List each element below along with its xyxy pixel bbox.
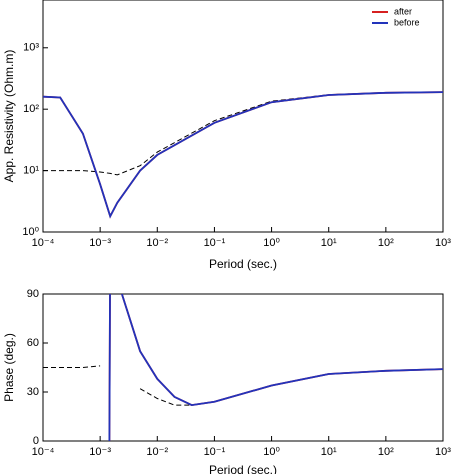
plot-frame	[42, 0, 444, 233]
dashed-line	[43, 91, 443, 176]
legend-label: after	[394, 6, 412, 16]
x-tick-label: 10⁻³	[89, 446, 111, 458]
x-tick-label: 10⁻⁴	[32, 237, 55, 249]
x-tick-label: 10³	[435, 446, 451, 458]
plot-frame	[42, 293, 444, 442]
x-tick-label: 10¹	[321, 446, 337, 458]
y-tick-label: 90	[27, 288, 39, 300]
x-axis-label: Period (sec.)	[209, 257, 277, 271]
x-tick-label: 10⁰	[263, 446, 280, 458]
x-tick-label: 10²	[378, 237, 394, 249]
x-tick-label: 10⁻¹	[204, 237, 226, 249]
x-tick-label: 10⁰	[263, 237, 280, 249]
y-axis-label: Phase (deg.)	[2, 333, 16, 402]
x-axis-label: Period (sec.)	[209, 463, 277, 474]
line	[108, 294, 443, 441]
y-tick-label: 10¹	[23, 165, 39, 177]
y-tick-label: 10²	[23, 103, 39, 115]
x-tick-label: 10¹	[321, 237, 337, 249]
y-tick-label: 30	[27, 386, 39, 398]
y-tick-label: 10³	[23, 42, 39, 54]
line	[108, 294, 443, 441]
x-tick-label: 10⁻¹	[204, 446, 226, 458]
x-tick-label: 10²	[378, 446, 394, 458]
y-axis-label: App. Resistivity (Ohm.m)	[2, 50, 16, 183]
legend-label: before	[394, 17, 420, 27]
plot-area	[43, 294, 443, 441]
x-tick-label: 10³	[435, 237, 451, 249]
x-tick-label: 10⁻⁴	[32, 446, 55, 458]
x-tick-label: 10⁻³	[89, 237, 111, 249]
plot-area	[43, 91, 443, 219]
line	[43, 91, 443, 219]
y-tick-label: 0	[33, 435, 39, 447]
x-tick-label: 10⁻²	[146, 446, 168, 458]
y-tick-label: 60	[27, 337, 39, 349]
x-tick-label: 10⁻²	[146, 237, 168, 249]
y-tick-label: 10⁰	[22, 226, 39, 238]
